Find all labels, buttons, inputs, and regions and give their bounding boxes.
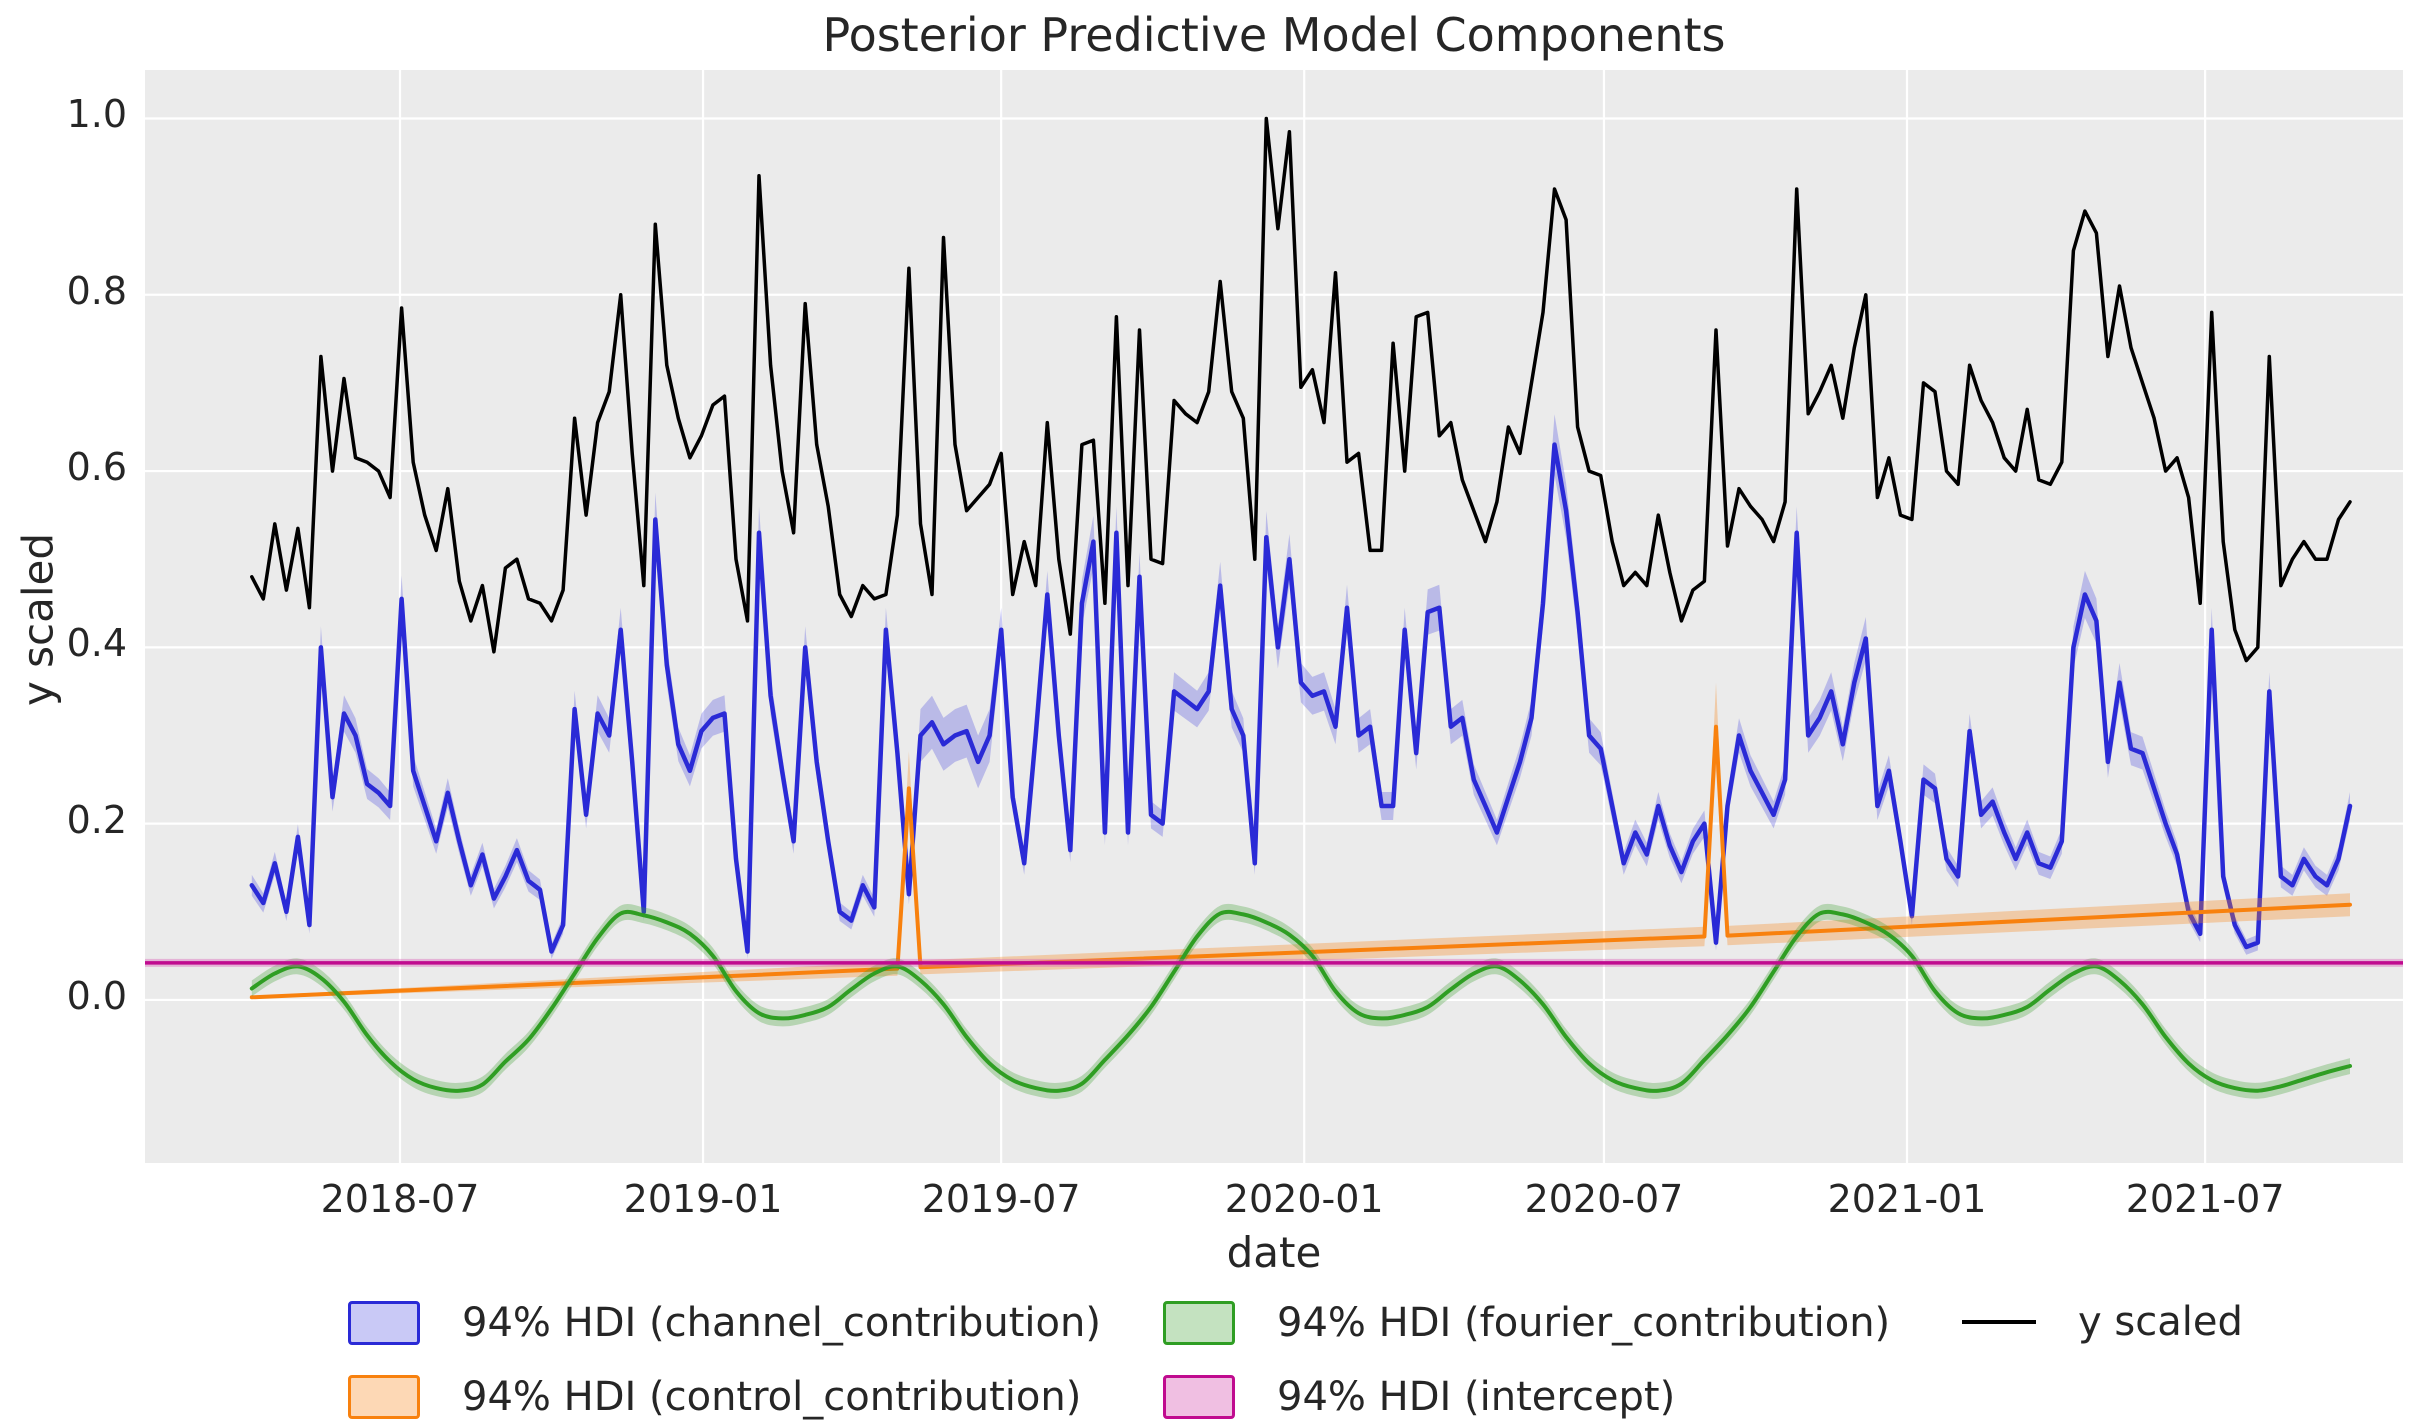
channel-hdi-band [251,414,2350,959]
control-hdi-swatch [348,1375,420,1419]
channel-line [249,442,2353,954]
fourier-hdi-swatch [1163,1301,1235,1345]
y-tick-label-0.4: 0.4 [66,621,127,666]
series-layer [145,116,2403,1099]
legend-label-fourier: 94% HDI (fourier_contribution) [1277,1300,1891,1346]
y-scaled-line-swatch [1962,1320,2036,1324]
gridlines [145,70,2403,1163]
legend-label-control: 94% HDI (control_contribution) [462,1374,1082,1420]
fourier-line [249,909,2352,1093]
legend-item-fourier: 94% HDI (fourier_contribution) [1163,1300,1890,1346]
y-tick-label-1.0: 1.0 [66,92,127,137]
channel-hdi-swatch [348,1301,420,1345]
legend-label-y-scaled: y scaled [2078,1299,2243,1345]
x-tick-label-2021-07: 2021-07 [2125,1177,2285,1221]
y-tick-label-0.6: 0.6 [66,445,127,490]
x-axis-label: date [1226,1228,1322,1277]
legend-item-channel: 94% HDI (channel_contribution) [348,1300,1101,1346]
x-tick-label-2019-01: 2019-01 [623,1177,783,1221]
x-tick-label-2020-07: 2020-07 [1524,1177,1684,1221]
y-tick-label-0.2: 0.2 [66,797,127,842]
legend-label-channel: 94% HDI (channel_contribution) [462,1300,1101,1346]
x-tick-label-2021-01: 2021-01 [1827,1177,1987,1221]
y_scaled-line [250,116,2352,663]
legend-item-control: 94% HDI (control_contribution) [348,1374,1081,1420]
y-tick-label-0.8: 0.8 [66,268,127,313]
x-tick-label-2018-07: 2018-07 [320,1177,480,1221]
chart-title: Posterior Predictive Model Components [822,8,1726,62]
x-tick-label-2020-01: 2020-01 [1224,1177,1384,1221]
intercept-hdi-swatch [1163,1375,1235,1419]
legend-label-intercept: 94% HDI (intercept) [1277,1374,1676,1420]
control-line [249,724,2352,1000]
legend-item-intercept: 94% HDI (intercept) [1163,1374,1675,1420]
legend-item-y-scaled: y scaled [1962,1299,2243,1345]
y-tick-label-0.0: 0.0 [66,973,127,1018]
x-tick-label-2019-07: 2019-07 [921,1177,1081,1221]
